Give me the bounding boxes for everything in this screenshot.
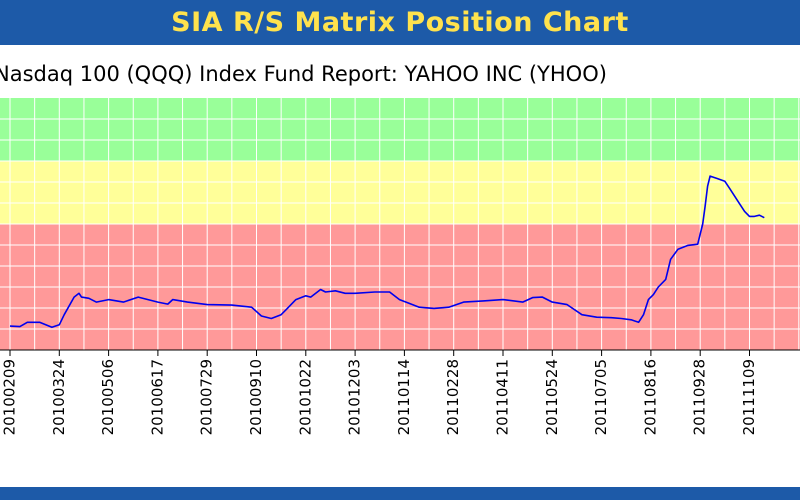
chart-footer — [0, 487, 800, 500]
series-lines — [9, 175, 765, 329]
x-tick-label: 20100910 — [247, 359, 265, 435]
x-tick-labels: 20100209 20100324 20100506 20100617 20100729… — [1, 350, 758, 435]
x-tick-label: 20100617 — [148, 359, 166, 435]
zone-yellow — [0, 161, 800, 224]
x-tick-label: 20100729 — [198, 359, 216, 435]
x-tick-label: 20100324 — [50, 359, 68, 435]
zone-green — [0, 98, 800, 161]
x-tick-label: 20110411 — [494, 359, 512, 435]
x-tick-label: 20101022 — [296, 359, 314, 435]
chart-title: SIA R/S Matrix Position Chart — [171, 7, 629, 38]
x-tick-label: 20100506 — [99, 359, 117, 435]
x-tick-label: 20110524 — [543, 359, 561, 435]
x-tick-label: 20111109 — [740, 359, 758, 435]
x-tick-label: 20110228 — [444, 359, 462, 435]
x-tick-label: 20110705 — [592, 359, 610, 435]
x-tick-label: 20110816 — [641, 359, 659, 435]
x-tick-label: 20110928 — [691, 359, 709, 435]
x-tick-label: 20101203 — [346, 359, 364, 435]
chart-header: SIA R/S Matrix Position Chart — [0, 0, 800, 45]
chart-subtitle: Nasdaq 100 (QQQ) Index Fund Report: YAHO… — [0, 62, 607, 86]
series-line-0 — [9, 175, 765, 329]
x-tick-label: 20110114 — [395, 359, 413, 435]
x-tick-label: 20100209 — [1, 359, 19, 435]
